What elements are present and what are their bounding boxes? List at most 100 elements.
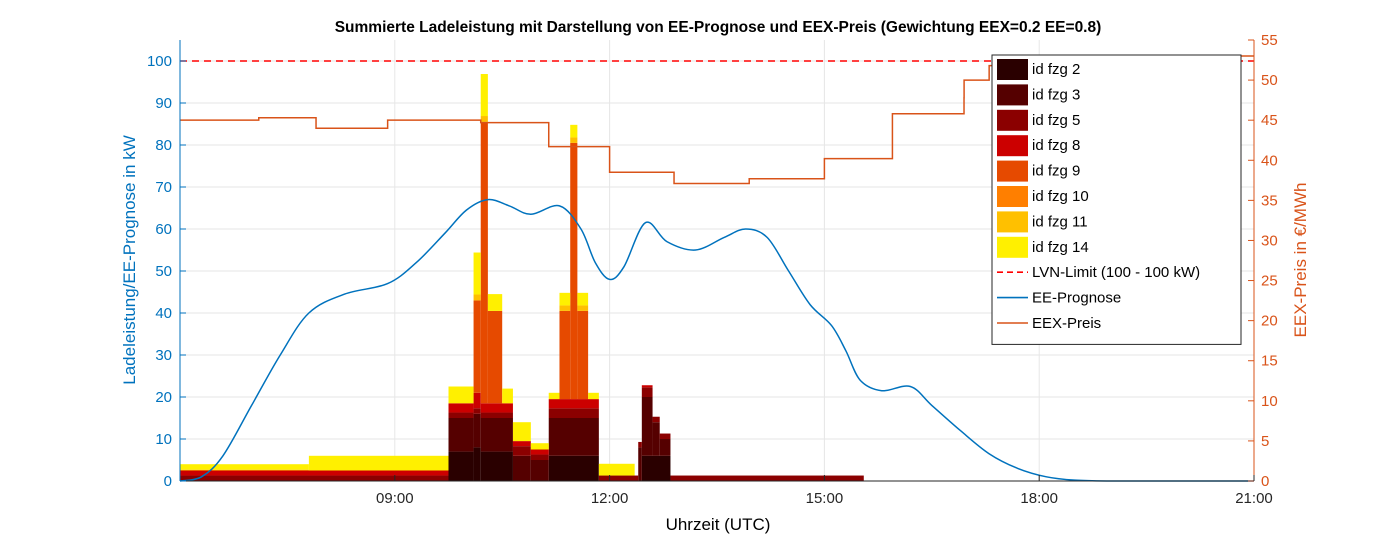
charging-bar xyxy=(512,446,531,456)
charging-bar xyxy=(559,305,571,311)
charging-bar xyxy=(559,292,571,306)
y-tick-label-left: 60 xyxy=(155,221,172,238)
y-tick-label-left: 50 xyxy=(155,263,172,280)
charging-bar xyxy=(180,469,309,471)
charging-bar xyxy=(598,475,639,481)
axes: 0 10 20 30 40 50 60 70 80 90 100 0 5 10 15 20 25 30 35 40 45… xyxy=(147,32,1278,507)
y-axis-label-left: Ladeleistung/EE-Prognose in kW xyxy=(120,135,139,384)
charging-bar xyxy=(512,441,531,447)
y-tick-label-right: 50 xyxy=(1261,72,1278,89)
charging-bar xyxy=(598,463,635,476)
y-tick-label-left: 20 xyxy=(155,389,172,406)
charging-bar xyxy=(638,447,642,481)
charging-bar xyxy=(641,397,653,456)
charging-bar xyxy=(487,294,503,311)
charging-bar xyxy=(530,449,549,455)
legend-swatch xyxy=(997,135,1028,157)
charging-bar xyxy=(180,475,449,481)
legend-label: id fzg 10 xyxy=(1032,188,1089,205)
y-tick-label-left: 90 xyxy=(155,95,172,112)
charging-bar xyxy=(480,116,488,122)
y-tick-label-right: 25 xyxy=(1261,273,1278,290)
charging-bar xyxy=(559,310,571,400)
charging-bar xyxy=(530,443,549,450)
charging-bar xyxy=(180,464,309,470)
charging-bar xyxy=(641,455,671,481)
x-axis-label: Uhrzeit (UTC) xyxy=(666,515,771,534)
charging-bar xyxy=(548,408,599,418)
legend-label: id fzg 11 xyxy=(1032,213,1088,230)
charging-bar xyxy=(448,386,474,404)
y-tick-label-right: 0 xyxy=(1261,473,1269,490)
charging-bar xyxy=(480,121,488,404)
legend-swatch xyxy=(997,109,1028,131)
legend-swatch xyxy=(997,84,1028,106)
charging-bar xyxy=(577,305,589,311)
charging-bar xyxy=(473,408,481,414)
charging-bar xyxy=(480,74,488,117)
legend-label: EEX-Preis xyxy=(1032,315,1101,332)
charging-bar xyxy=(180,470,449,476)
y-tick-label-right: 30 xyxy=(1261,232,1278,249)
y-tick-label-left: 80 xyxy=(155,137,172,154)
y-tick-label-left: 70 xyxy=(155,179,172,196)
legend-swatch xyxy=(997,160,1028,182)
legend: id fzg 2 id fzg 3 id fzg 5 id fzg 8 id fzg 9… xyxy=(991,54,1242,345)
y-tick-label-left: 40 xyxy=(155,305,172,322)
charging-bar xyxy=(512,422,531,442)
charging-bar xyxy=(577,310,589,400)
y-tick-label-right: 40 xyxy=(1261,152,1278,169)
y-tick-label-right: 10 xyxy=(1261,393,1278,410)
legend-box xyxy=(991,54,1242,345)
legend-swatch xyxy=(997,59,1028,80)
legend-label: LVN-Limit (100 - 100 kW) xyxy=(1032,264,1200,281)
y-tick-label-right: 35 xyxy=(1261,192,1278,209)
legend-label: EE-Prognose xyxy=(1032,290,1121,307)
charging-bar xyxy=(548,418,599,456)
x-tick-label: 12:00 xyxy=(591,490,629,507)
x-tick-label: 09:00 xyxy=(376,490,414,507)
charging-bar xyxy=(588,392,599,400)
eex-preis-line xyxy=(180,55,1254,185)
charging-bar xyxy=(448,403,474,413)
charging-bar xyxy=(652,416,660,423)
charging-bar xyxy=(448,451,474,481)
y-tick-label-right: 20 xyxy=(1261,313,1278,330)
charging-bar xyxy=(548,455,599,481)
charging-bar xyxy=(659,439,671,456)
charging-bar xyxy=(448,412,474,418)
charging-bar xyxy=(473,252,481,295)
legend-swatch xyxy=(997,186,1028,207)
charging-bar xyxy=(570,137,578,143)
charging-bar xyxy=(652,422,660,456)
y-tick-label-right: 55 xyxy=(1261,32,1278,49)
charging-bar xyxy=(480,451,513,481)
y-tick-label-left: 0 xyxy=(164,473,172,490)
y-tick-label-right: 45 xyxy=(1261,112,1278,129)
legend-label: id fzg 3 xyxy=(1032,86,1080,103)
charging-bar xyxy=(480,418,513,452)
charging-bar xyxy=(548,399,599,409)
charging-bar xyxy=(473,294,481,301)
charging-bars xyxy=(180,74,864,481)
charging-bar xyxy=(570,124,578,138)
charging-bar xyxy=(577,292,589,306)
charging-bar xyxy=(659,433,671,439)
legend-label: id fzg 2 xyxy=(1032,61,1080,78)
charging-bar xyxy=(641,385,653,388)
charging-bar xyxy=(512,455,531,481)
legend-label: id fzg 8 xyxy=(1032,137,1080,154)
charging-bar xyxy=(548,392,560,400)
charging-bar xyxy=(480,412,513,418)
x-tick-label: 18:00 xyxy=(1020,490,1058,507)
charging-bar xyxy=(502,388,513,404)
y-tick-label-right: 5 xyxy=(1261,433,1269,450)
y-tick-label-left: 10 xyxy=(155,431,172,448)
x-tick-label: 21:00 xyxy=(1235,490,1273,507)
charging-bar xyxy=(473,447,481,481)
charging-bar xyxy=(670,475,864,481)
charging-bar xyxy=(473,300,481,393)
chart-title: Summierte Ladeleistung mit Darstellung v… xyxy=(335,19,1102,36)
legend-label: id fzg 9 xyxy=(1032,163,1080,180)
